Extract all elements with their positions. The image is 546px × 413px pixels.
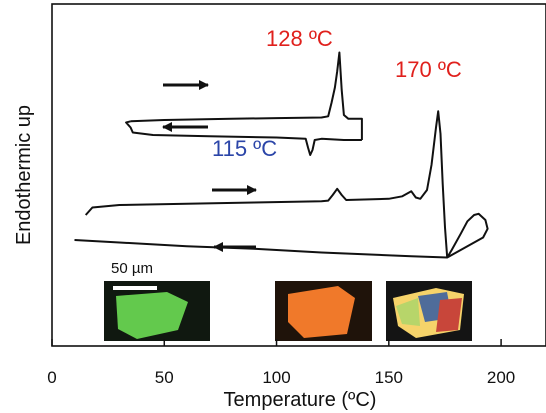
x-axis-title: Temperature (ºC): [224, 389, 377, 411]
micrograph-green-crystal: [116, 292, 188, 339]
y-axis-title: Endothermic up: [13, 105, 35, 245]
micrograph-multicolor-green-domain: [396, 298, 420, 326]
dsc-curve-lower-heating: [84, 110, 449, 258]
scale-bar-label: 50 µm: [111, 260, 153, 277]
x-tick-label: 100: [262, 368, 290, 387]
x-axis-ticks: 0 50 100 150 200: [47, 339, 515, 387]
dsc-curve-lower-cooling: [74, 212, 489, 259]
annotation-115: 115 ºC: [212, 136, 277, 161]
annotation-128: 128 ºC: [266, 26, 333, 51]
x-tick-label: 200: [487, 368, 515, 387]
micrograph-orange: [275, 281, 372, 341]
x-tick-label: 0: [47, 368, 56, 387]
x-tick-label: 50: [155, 368, 174, 387]
dsc-curve-upper-cooling: [125, 120, 362, 156]
plot-frame: [51, 3, 546, 347]
micrograph-multicolor: [386, 281, 472, 341]
micrograph-multicolor-red-domain: [436, 298, 462, 332]
micrograph-orange-crystal: [288, 286, 355, 338]
scale-bar-line: [113, 286, 157, 290]
dsc-curve-upper-heating: [130, 51, 363, 140]
micrograph-green: [104, 281, 210, 341]
dsc-curves: [74, 51, 489, 259]
x-tick-label: 150: [375, 368, 403, 387]
scale-bar: 50 µm: [111, 260, 153, 277]
annotation-170: 170 ºC: [395, 57, 462, 82]
